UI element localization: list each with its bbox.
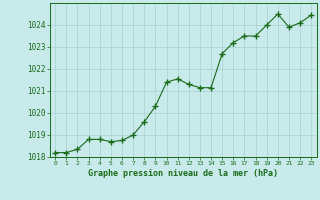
X-axis label: Graphe pression niveau de la mer (hPa): Graphe pression niveau de la mer (hPa) [88, 169, 278, 178]
